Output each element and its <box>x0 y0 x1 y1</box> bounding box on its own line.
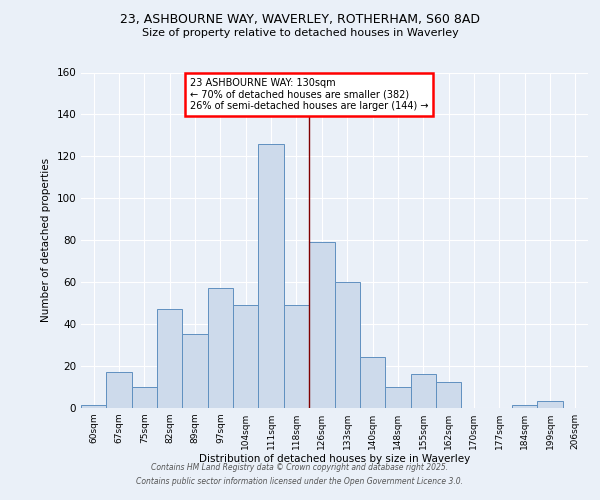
Bar <box>208 288 233 408</box>
Bar <box>335 282 360 408</box>
Bar <box>385 386 410 407</box>
Bar <box>81 406 106 407</box>
Bar <box>538 401 563 407</box>
Bar <box>233 305 259 408</box>
Bar <box>436 382 461 407</box>
Bar <box>284 305 309 408</box>
Bar <box>360 357 385 408</box>
Bar <box>132 386 157 407</box>
Y-axis label: Number of detached properties: Number of detached properties <box>41 158 51 322</box>
Bar <box>259 144 284 408</box>
Bar <box>410 374 436 408</box>
Bar <box>106 372 132 408</box>
Bar <box>309 242 335 408</box>
Text: 23, ASHBOURNE WAY, WAVERLEY, ROTHERHAM, S60 8AD: 23, ASHBOURNE WAY, WAVERLEY, ROTHERHAM, … <box>120 12 480 26</box>
Text: 23 ASHBOURNE WAY: 130sqm
← 70% of detached houses are smaller (382)
26% of semi-: 23 ASHBOURNE WAY: 130sqm ← 70% of detach… <box>190 78 428 110</box>
Bar <box>512 406 538 407</box>
Text: Contains public sector information licensed under the Open Government Licence 3.: Contains public sector information licen… <box>137 477 464 486</box>
Bar <box>182 334 208 407</box>
Text: Size of property relative to detached houses in Waverley: Size of property relative to detached ho… <box>142 28 458 38</box>
X-axis label: Distribution of detached houses by size in Waverley: Distribution of detached houses by size … <box>199 454 470 464</box>
Text: Contains HM Land Registry data © Crown copyright and database right 2025.: Contains HM Land Registry data © Crown c… <box>151 464 449 472</box>
Bar <box>157 309 182 408</box>
